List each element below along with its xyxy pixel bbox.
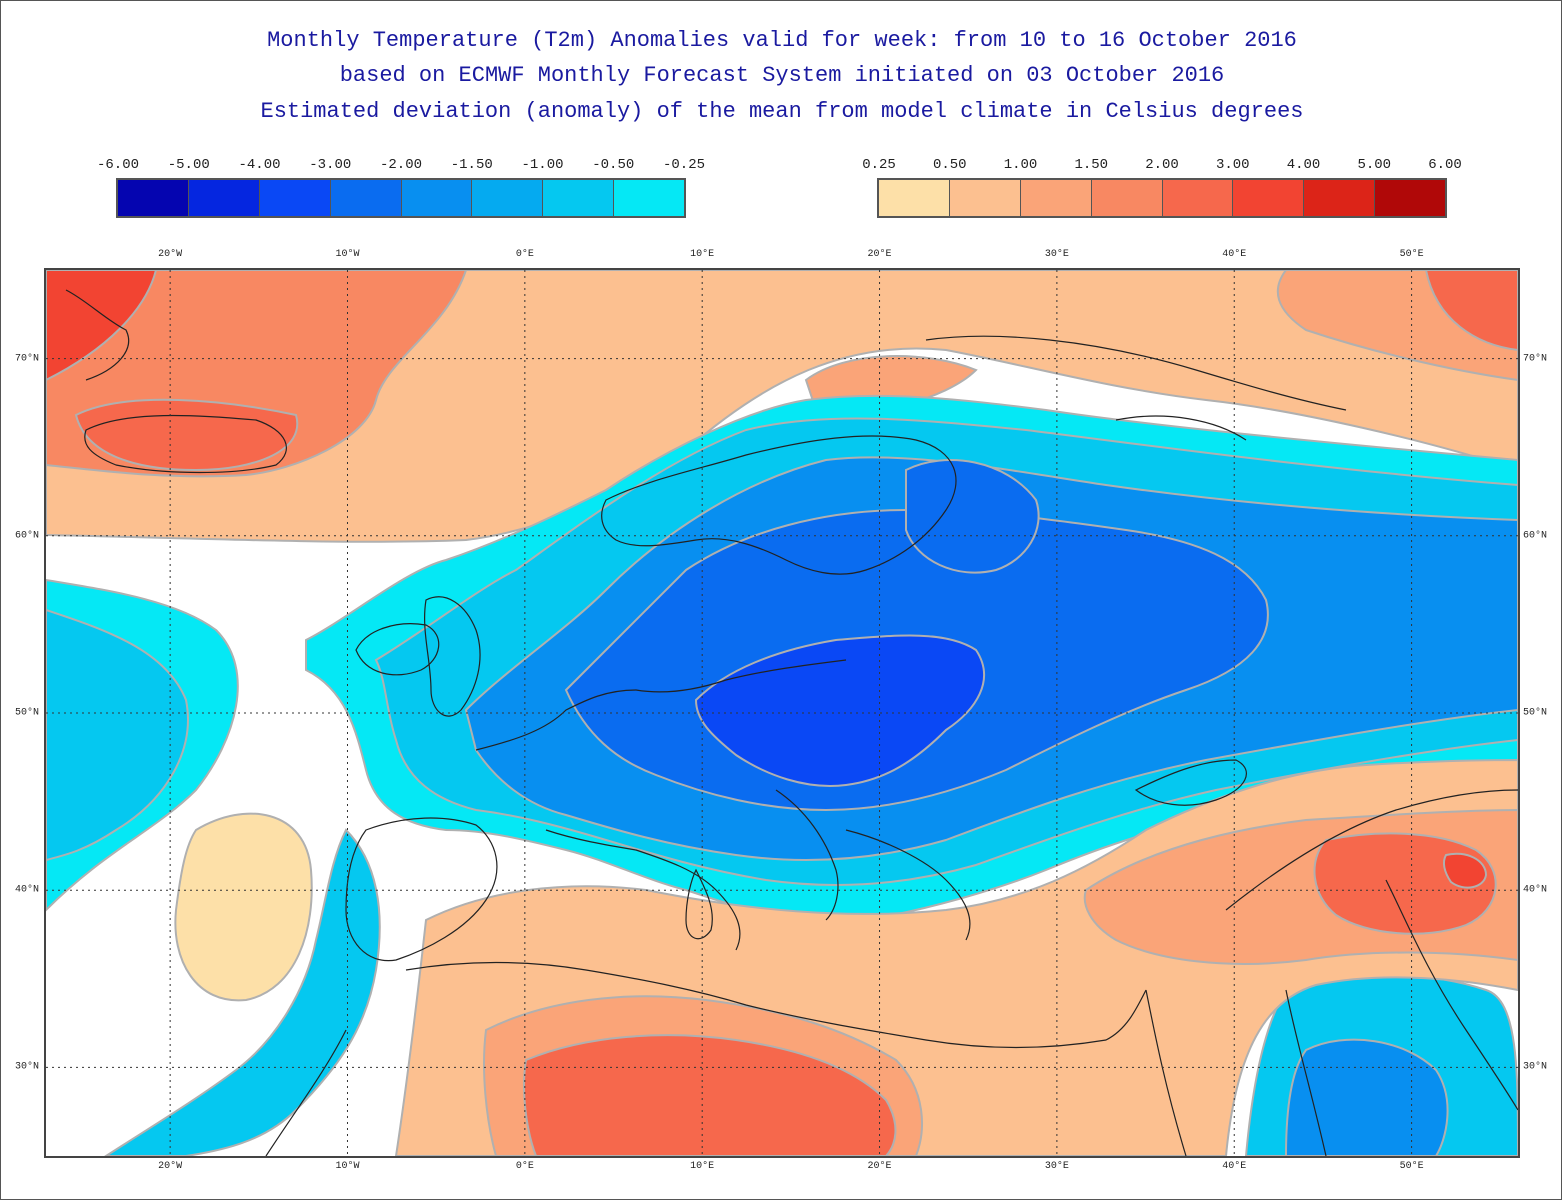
lat-tick-label-right: 70°N — [1523, 353, 1548, 365]
legend-cold-label: -6.00 — [96, 157, 140, 173]
legend-warm-swatch — [879, 180, 950, 216]
graticule — [46, 270, 1518, 1156]
lon-tick-label-top: 0°E — [515, 249, 534, 260]
lon-tick-label-bottom: 20°W — [158, 1161, 183, 1172]
lat-tick-label-right: 50°N — [1523, 707, 1548, 719]
legend-cold-label: -0.50 — [592, 157, 635, 173]
lon-tick-label-top: 30°E — [1044, 249, 1069, 260]
lon-tick-label-top: 40°E — [1222, 249, 1247, 260]
legend-warm-swatch — [1375, 180, 1445, 216]
legend-cold-bar — [116, 178, 686, 218]
lat-tick-label-right: 40°N — [1523, 884, 1548, 896]
legend-cold-label: -3.00 — [309, 157, 352, 173]
legend-warm-label: 6.00 — [1428, 157, 1462, 173]
legend-warm-swatch — [1091, 180, 1163, 216]
legend-warm-label: 1.00 — [1003, 157, 1038, 173]
anomaly-zone-warm-atlantic-patch — [174, 812, 313, 1002]
title-line-3: Estimated deviation (anomaly) of the mea… — [260, 99, 1304, 124]
anomaly-zone-warm-iceland — [46, 270, 158, 382]
legend-warm-label: 1.50 — [1074, 157, 1109, 173]
anomaly-zone-warm-east-3 — [1442, 852, 1488, 889]
legend-warm-label: 5.00 — [1357, 157, 1392, 173]
legend-cold-swatch — [543, 180, 615, 216]
lon-tick-label-bottom: 50°E — [1399, 1161, 1424, 1172]
legend-cold-label: -4.00 — [238, 157, 281, 173]
lat-tick-label-left: 50°N — [14, 707, 39, 719]
anomaly-zone-cold-iberia — [104, 828, 381, 1156]
lon-tick-label-top: 10°E — [690, 249, 715, 260]
legend-cold-label: -2.00 — [379, 157, 423, 173]
legend-cold-swatch — [401, 180, 473, 216]
anomaly-zone-cold-scandinavia — [905, 459, 1040, 574]
legend-cold-swatch — [118, 180, 189, 216]
lat-tick-label-right: 60°N — [1523, 530, 1548, 542]
map-svg — [46, 270, 1518, 1156]
legend-warm-bar — [877, 178, 1447, 218]
lat-tick-label-right: 30°N — [1523, 1061, 1548, 1073]
lon-tick-label-top: 20°E — [867, 249, 892, 260]
lon-tick-label-top: 10°W — [335, 249, 360, 260]
anomaly-zone-cold-4 — [694, 634, 986, 787]
legend-cold-swatch — [259, 180, 331, 216]
anomaly-map — [44, 268, 1520, 1158]
legend-warm-label: 3.00 — [1215, 157, 1250, 173]
anomaly-zone-warm-south-2 — [523, 1034, 897, 1156]
legend-cold-swatch — [330, 180, 402, 216]
lat-tick-label-left: 30°N — [14, 1061, 39, 1073]
legend-cold-label: -1.00 — [521, 157, 564, 173]
anomaly-zone-cold-southeast-inner — [1284, 1038, 1449, 1156]
legend-warm-swatch — [1233, 180, 1305, 216]
legend-cold-swatch — [188, 180, 260, 216]
lat-tick-label-left: 40°N — [14, 884, 39, 896]
title-line-1: Monthly Temperature (T2m) Anomalies vali… — [267, 28, 1297, 53]
lat-tick-label-left: 70°N — [14, 353, 39, 365]
legend-cold-swatch — [614, 180, 684, 216]
legend-cold-label: -0.25 — [662, 157, 706, 173]
legend-cold-label: -1.50 — [450, 157, 493, 173]
lon-tick-label-top: 20°W — [158, 249, 183, 260]
lon-tick-label-bottom: 20°E — [867, 1161, 892, 1172]
legend-warm-swatch — [949, 180, 1021, 216]
lon-tick-label-top: 50°E — [1399, 249, 1424, 260]
legend-warm-swatch — [1020, 180, 1092, 216]
lat-tick-label-left: 60°N — [14, 530, 39, 542]
lon-tick-label-bottom: 10°E — [690, 1161, 715, 1172]
lon-tick-label-bottom: 10°W — [335, 1161, 360, 1172]
anomaly-zone-warm-ne-inner — [1424, 270, 1518, 352]
lon-tick-label-bottom: 40°E — [1222, 1161, 1247, 1172]
lon-tick-label-bottom: 30°E — [1044, 1161, 1069, 1172]
legend-cold-label: -5.00 — [167, 157, 210, 173]
legend-cold-swatch — [472, 180, 544, 216]
coastlines — [65, 289, 1518, 1156]
anomaly-zone-cold-atlantic-inner — [46, 608, 189, 862]
lon-tick-label-bottom: 0°E — [515, 1161, 534, 1172]
legend-warm-swatch — [1304, 180, 1376, 216]
legend-warm-label: 0.25 — [862, 157, 896, 173]
title-line-2: based on ECMWF Monthly Forecast System i… — [339, 63, 1225, 88]
legend-warm-label: 4.00 — [1286, 157, 1321, 173]
legend-warm-label: 2.00 — [1145, 157, 1179, 173]
legend-warm-label: 0.50 — [932, 157, 967, 173]
legend-warm-swatch — [1162, 180, 1234, 216]
